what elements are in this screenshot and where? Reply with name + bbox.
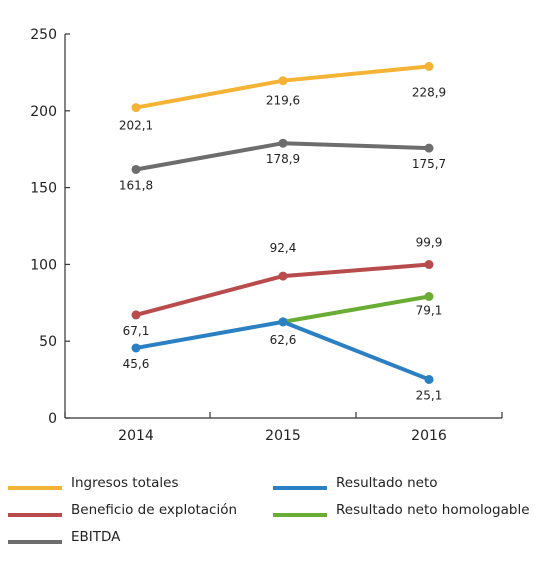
series-points: [131, 61, 434, 384]
data-point: [131, 310, 141, 320]
data-point: [424, 143, 434, 153]
x-tick-label: 2015: [265, 428, 301, 444]
legend-label: Beneficio de explotación: [71, 502, 237, 518]
data-label: 67,1: [123, 324, 150, 338]
data-label: 202,1: [119, 119, 153, 133]
data-point: [424, 292, 434, 302]
y-tick-label: 200: [30, 104, 57, 120]
y-tick-label: 250: [30, 27, 57, 43]
legend-label: Resultado neto: [336, 475, 438, 491]
data-label: 79,1: [416, 304, 443, 318]
series-line: [281, 294, 431, 324]
legend-label: Ingresos totales: [71, 475, 179, 491]
data-point: [278, 271, 288, 281]
data-label: 178,9: [266, 152, 300, 166]
data-point: [278, 76, 288, 86]
x-tick-label: 2014: [118, 428, 154, 444]
data-point: [424, 61, 434, 71]
data-labels: 202,1 219,6 228,9 161,8 178,9 175,7 67,1 92,4 99…: [119, 85, 446, 402]
y-tick-label: 150: [30, 181, 57, 197]
data-label: 228,9: [412, 85, 446, 99]
data-label: 161,8: [119, 178, 153, 192]
data-label: 62,6: [270, 333, 297, 347]
y-tick-label: 100: [30, 257, 57, 273]
chart-legend: Ingresos totales Resultado neto Beneficio …: [8, 475, 530, 545]
legend-label: EBITDA: [71, 529, 121, 545]
y-tick-label: 0: [48, 411, 57, 427]
data-point: [131, 164, 141, 174]
data-point: [131, 343, 141, 353]
data-point: [131, 103, 141, 113]
data-label: 92,4: [270, 241, 297, 255]
data-label: 175,7: [412, 157, 446, 171]
chart-axes: [64, 34, 502, 419]
axis-ticks: 0 50 100 150 200 250 2014 2015 2016: [30, 27, 503, 444]
y-tick-label: 50: [39, 334, 57, 350]
data-label: 45,6: [123, 357, 150, 371]
data-label: 219,6: [266, 94, 300, 108]
data-point: [424, 260, 434, 270]
legend-label: Resultado neto homologable: [336, 502, 530, 518]
data-point: [424, 374, 434, 384]
series-line: [134, 319, 431, 382]
data-label: 99,9: [416, 236, 443, 250]
data-point: [278, 317, 288, 327]
data-point: [278, 138, 288, 148]
data-label: 25,1: [416, 388, 443, 402]
x-tick-label: 2016: [411, 428, 447, 444]
